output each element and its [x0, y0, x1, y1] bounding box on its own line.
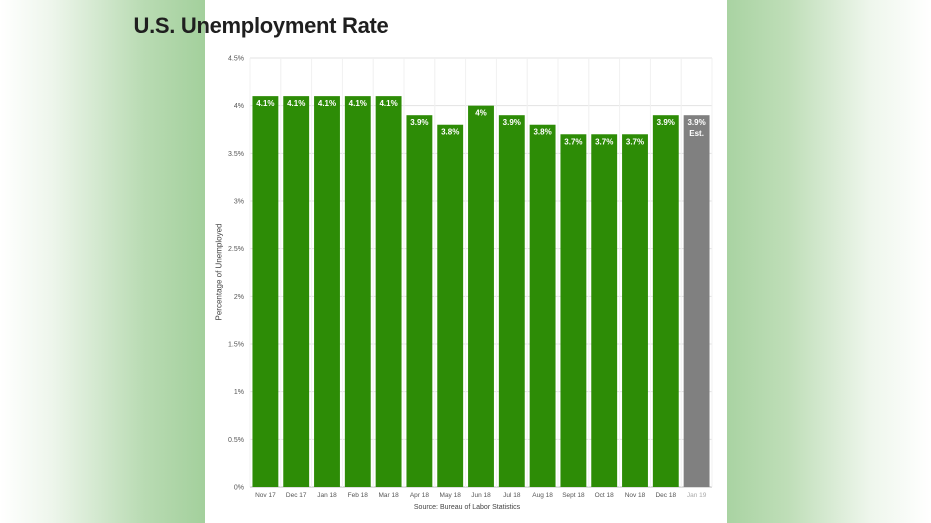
- bar: [406, 115, 433, 487]
- bar-value-label: 3.8%: [533, 128, 551, 137]
- right-background-panel: [727, 0, 931, 523]
- x-tick-label: Jan 19: [687, 492, 707, 499]
- y-tick-label: 1.5%: [228, 342, 244, 349]
- y-tick-label: 0.5%: [228, 437, 244, 444]
- bar-value-label: 3.9%: [410, 118, 428, 127]
- chart-title: U.S. Unemployment Rate: [133, 13, 389, 38]
- y-tick-label: 1%: [234, 389, 244, 396]
- bar-value-label: 4%: [475, 109, 487, 118]
- x-tick-label: Mar 18: [378, 492, 399, 499]
- bar-value-label: 3.9%: [503, 118, 521, 127]
- x-tick-label: Jul 18: [503, 492, 521, 499]
- bar-value-label: 3.7%: [595, 137, 613, 146]
- x-tick-label: May 18: [440, 492, 462, 499]
- x-tick-label: Nov 17: [255, 492, 276, 499]
- bar: [468, 105, 494, 488]
- bar-value-label: 4.1%: [349, 99, 367, 108]
- bar-value-label: 4.1%: [318, 99, 336, 108]
- x-tick-label: Feb 18: [348, 492, 369, 499]
- bar-value-label: 4.1%: [256, 99, 274, 108]
- x-tick-label: Dec 17: [286, 492, 307, 499]
- bar-value-label: 3.8%: [441, 128, 459, 137]
- bar-value-label: 3.7%: [626, 137, 644, 146]
- y-tick-label: 2%: [234, 294, 244, 301]
- x-tick-label: Sept 18: [562, 492, 585, 499]
- bar-value-label: 4.1%: [287, 99, 305, 108]
- y-tick-label: 2.5%: [228, 246, 244, 253]
- bar: [283, 96, 310, 487]
- y-tick-label: 0%: [234, 485, 244, 492]
- x-tick-label: Aug 18: [532, 492, 553, 499]
- x-tick-label: Jun 18: [471, 492, 491, 499]
- y-tick-label: 3.5%: [228, 151, 244, 158]
- bar: [314, 96, 340, 487]
- y-tick-label: 4.5%: [228, 56, 244, 63]
- y-tick-label: 3%: [234, 199, 244, 206]
- bar: [560, 134, 587, 487]
- bar: [622, 134, 648, 487]
- x-tick-label: Apr 18: [410, 492, 430, 499]
- bar: [652, 115, 679, 487]
- bar-value-label: 3.9%: [687, 118, 705, 127]
- bar-value-label: 3.7%: [564, 137, 582, 146]
- bar: [344, 96, 371, 487]
- bar: [375, 96, 402, 487]
- bar: [498, 115, 525, 487]
- bar: [437, 124, 464, 487]
- left-background-panel: [0, 0, 205, 523]
- x-tick-label: Dec 18: [655, 492, 676, 499]
- bar: [591, 134, 618, 487]
- bar: [529, 124, 556, 487]
- source-note: Source: Bureau of Labor Statistics: [413, 504, 521, 511]
- bar: [252, 96, 279, 487]
- estimate-label: Est.: [689, 129, 704, 138]
- x-tick-label: Nov 18: [625, 492, 646, 499]
- x-tick-label: Oct 18: [595, 492, 615, 499]
- y-tick-label: 4%: [234, 103, 244, 110]
- bar-value-label: 3.9%: [657, 118, 675, 127]
- bar-value-label: 4.1%: [379, 99, 397, 108]
- x-tick-label: Jan 18: [317, 492, 337, 499]
- bar: [683, 115, 710, 487]
